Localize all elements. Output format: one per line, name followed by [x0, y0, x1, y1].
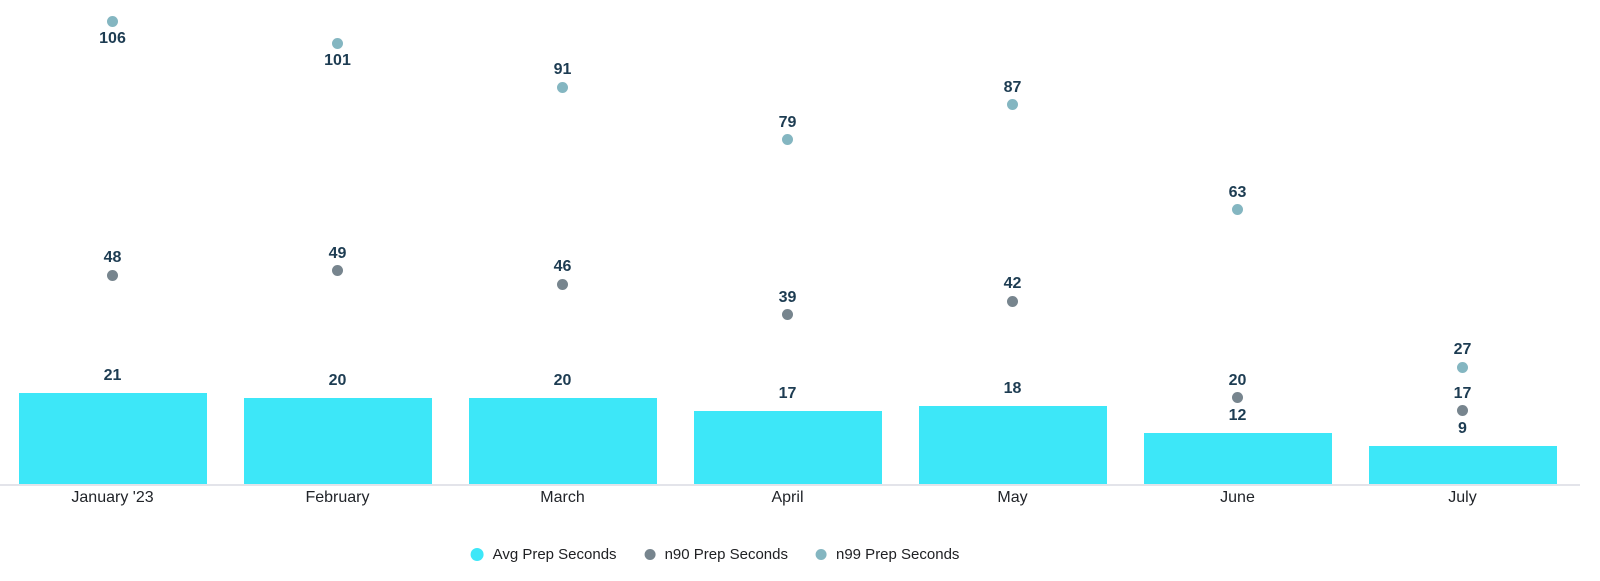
n90-dot[interactable]	[557, 278, 568, 290]
x-axis-label: February	[305, 489, 370, 506]
n90-dot[interactable]	[107, 269, 118, 281]
avg-prep-bar[interactable]	[1368, 445, 1557, 485]
point-value-label: 63	[1228, 183, 1247, 201]
n99-dot[interactable]	[107, 16, 118, 28]
bar-value-label: 12	[1228, 406, 1247, 424]
point-value-label: 20	[1228, 371, 1247, 389]
n99-dot[interactable]	[332, 38, 343, 50]
x-axis-label: May	[997, 489, 1028, 506]
n99-dot[interactable]	[1232, 204, 1243, 216]
n99-dot[interactable]	[1007, 99, 1018, 111]
avg-prep-bar[interactable]	[468, 397, 657, 485]
legend-label: n99 Prep Seconds	[835, 545, 960, 563]
x-axis-label: July	[1448, 489, 1477, 506]
legend-item-n90[interactable]: n90 Prep Seconds	[644, 545, 788, 563]
point-value-label: 79	[778, 113, 797, 131]
n90-dot[interactable]	[782, 309, 793, 321]
legend-swatch-icon	[815, 548, 827, 560]
point-value-label: 87	[1003, 78, 1022, 96]
bar-value-label: 21	[103, 367, 122, 385]
legend-label: n90 Prep Seconds	[664, 545, 788, 563]
avg-prep-bar[interactable]	[243, 397, 432, 485]
n90-dot[interactable]	[1457, 405, 1468, 417]
point-value-label: 49	[328, 244, 347, 262]
bar-value-label: 20	[328, 371, 347, 389]
point-value-label: 48	[103, 249, 122, 267]
x-axis: January '23 February March April May June July	[0, 488, 1580, 508]
point-value-label: 106	[99, 29, 126, 47]
legend-swatch-icon	[644, 548, 656, 560]
point-value-label: 46	[553, 258, 572, 275]
x-axis-line	[0, 484, 1580, 486]
x-axis-label: January '23	[71, 489, 154, 506]
x-axis-label: June	[1220, 489, 1255, 506]
point-value-label: 42	[1003, 275, 1022, 293]
n90-dot[interactable]	[1232, 392, 1243, 404]
x-axis-label: March	[540, 489, 585, 506]
legend-label: Avg Prep Seconds	[492, 545, 617, 563]
n99-dot[interactable]	[557, 81, 568, 93]
avg-prep-bar[interactable]	[918, 406, 1107, 485]
legend-item-n99[interactable]: n99 Prep Seconds	[815, 545, 960, 563]
legend: Avg Prep Seconds n90 Prep Seconds n99 Prep…	[470, 543, 960, 565]
point-value-label: 27	[1453, 341, 1472, 359]
legend-swatch-icon	[470, 547, 484, 561]
legend-item-avg[interactable]: Avg Prep Seconds	[470, 545, 617, 563]
point-value-label: 91	[553, 61, 572, 79]
avg-prep-bar[interactable]	[18, 393, 207, 485]
avg-prep-bar[interactable]	[1143, 432, 1332, 485]
avg-prep-bar[interactable]	[693, 410, 882, 485]
n90-dot[interactable]	[1007, 295, 1018, 307]
bar-value-label: 18	[1003, 380, 1022, 398]
point-value-label: 101	[324, 51, 351, 69]
bar-value-label: 20	[553, 371, 572, 389]
x-axis-label: April	[771, 489, 804, 506]
point-value-label: 39	[778, 288, 797, 306]
bar-value-label: 17	[778, 384, 797, 402]
n99-dot[interactable]	[1457, 361, 1468, 373]
plot-area: 21 48 106 20 49 101 20 46 91 17 39 79 18 42 87 12 20 63 9 1…	[18, 16, 1557, 485]
n99-dot[interactable]	[782, 134, 793, 146]
bar-value-label: 9	[1458, 419, 1467, 437]
n90-dot[interactable]	[332, 265, 343, 277]
point-value-label: 17	[1453, 384, 1472, 402]
